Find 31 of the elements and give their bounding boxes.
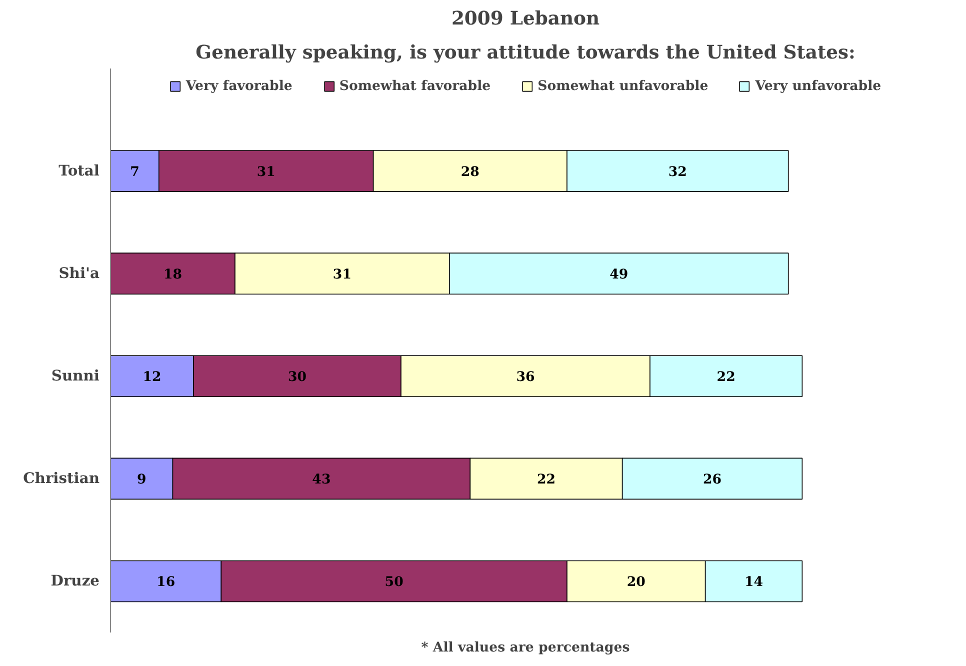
legend-label: Very unfavorable [755,78,882,94]
data-label: 50 [384,574,404,590]
data-label: 16 [156,574,176,590]
y-tick-label: Christian [23,470,100,488]
y-tick-label: Shi'a [58,265,100,282]
data-label: 18 [163,266,182,283]
data-label: 43 [312,472,331,488]
y-tick-label: Druze [50,572,100,590]
chart-subtitle: Generally speaking, is your attitude towards the United States: [196,42,856,64]
data-label: 22 [536,472,556,488]
legend-label: Very favorable [186,78,292,94]
data-label: 32 [668,164,687,180]
data-label: 14 [744,574,764,590]
data-label: 36 [516,369,535,386]
data-label: 7 [130,164,140,180]
text: * All values are percentages [421,640,630,656]
chart-title: 2009 Lebanon [451,8,600,30]
data-label: 49 [610,266,628,283]
y-tick-label: Sunni [51,368,100,385]
data-label: 30 [288,369,307,386]
data-label: 26 [702,472,722,488]
data-label: 22 [716,369,736,386]
legend-label: Somewhat unfavorable [538,78,708,94]
data-label: 12 [142,369,162,386]
data-label: 28 [460,164,480,180]
data-label: 20 [626,574,646,590]
y-tick-label: Total [58,162,100,180]
data-label: 9 [136,472,146,488]
data-label: 31 [332,266,352,283]
data-label: 31 [256,164,276,180]
legend-label: Somewhat favorable [339,78,491,94]
